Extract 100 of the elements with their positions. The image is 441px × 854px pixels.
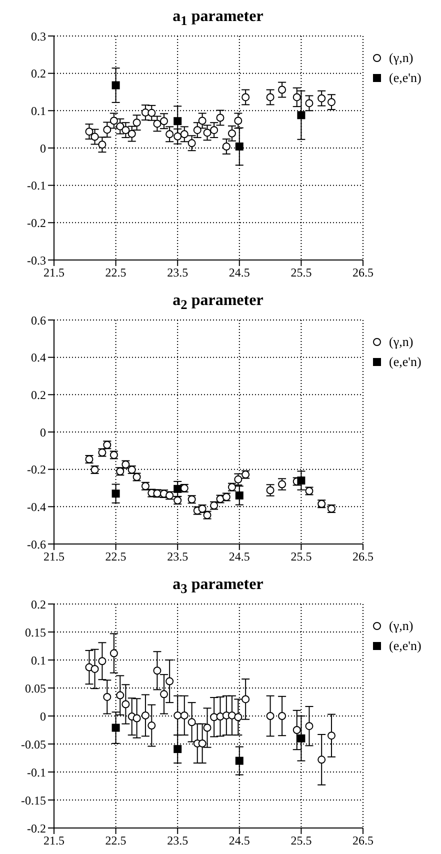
point [90, 664, 99, 673]
y-tick-label: -0.1 [27, 178, 46, 193]
point [228, 711, 236, 720]
x-tick-label: 26.5 [352, 834, 374, 848]
point [278, 712, 286, 720]
point [174, 745, 182, 754]
point [188, 139, 196, 148]
point [297, 111, 306, 120]
point [222, 142, 230, 151]
y-tick-label: 0 [40, 141, 46, 156]
point [166, 677, 174, 686]
y-tick-label: 0.1 [31, 653, 46, 668]
y-tick-label: 0.3 [31, 29, 46, 44]
point [203, 724, 212, 732]
point [148, 722, 156, 730]
point [174, 711, 182, 720]
point [110, 116, 118, 125]
point [180, 711, 188, 720]
point [327, 732, 336, 740]
point [242, 93, 250, 102]
point [305, 722, 314, 730]
point [174, 117, 182, 126]
point [103, 126, 112, 134]
point [132, 118, 141, 127]
chart-title: a$_{3}$ parameter [172, 576, 264, 598]
y-tick-label: 0.4 [31, 350, 46, 365]
x-tick-label: 21.5 [44, 266, 64, 280]
y-tick-label: -0.3 [27, 253, 46, 268]
point [116, 122, 124, 130]
point [122, 700, 130, 708]
point [132, 714, 141, 722]
point [112, 490, 120, 498]
point [153, 666, 162, 675]
y-tick-label: 0.15 [25, 625, 46, 640]
legend-label: (γ,n) [389, 334, 414, 350]
x-tick-label: 23.5 [167, 266, 188, 280]
point [210, 126, 218, 134]
chart-title: a$_{1}$ parameter [172, 8, 264, 30]
point [318, 94, 326, 102]
x-tick-label: 25.5 [290, 834, 312, 848]
y-tick-label: -0.15 [21, 793, 46, 808]
y-tick-label: -0.2 [27, 216, 46, 230]
x-tick-label: 21.5 [44, 550, 64, 564]
x-tick-label: 23.5 [167, 550, 188, 564]
x-tick-label: 26.5 [352, 266, 374, 280]
y-tick-label: 0.2 [31, 597, 46, 612]
point [297, 476, 306, 485]
point [112, 724, 120, 732]
point [122, 126, 130, 134]
point [198, 739, 206, 748]
x-tick-label: 24.5 [228, 550, 250, 564]
point [193, 126, 202, 134]
y-tick-label: 0.05 [25, 681, 46, 696]
chart-title: a$_{2}$ parameter [172, 292, 264, 314]
x-tick-label: 25.5 [290, 550, 312, 564]
x-tick-label: 25.5 [290, 266, 312, 280]
x-tick-label: 26.5 [352, 550, 374, 564]
point [292, 93, 301, 102]
point [203, 128, 212, 137]
point [174, 484, 182, 493]
point [292, 726, 301, 734]
point [180, 130, 188, 138]
point [85, 128, 94, 136]
point [234, 475, 242, 484]
point [266, 486, 274, 494]
point [216, 114, 224, 122]
point [242, 695, 250, 704]
point [234, 713, 242, 722]
point [174, 132, 182, 140]
point [188, 718, 196, 726]
point [153, 120, 162, 128]
point [160, 117, 168, 126]
legend-label: (γ,n) [389, 50, 414, 66]
point [318, 756, 326, 764]
point [327, 98, 336, 106]
point [160, 690, 168, 698]
y-tick-label: -0.1 [27, 765, 46, 780]
point [278, 480, 286, 488]
x-tick-label: 22.5 [105, 266, 126, 280]
point [128, 130, 136, 138]
point [148, 108, 156, 117]
point [234, 116, 242, 125]
point [235, 142, 244, 151]
point [141, 711, 150, 720]
x-tick-label: 23.5 [167, 834, 188, 848]
point [116, 691, 124, 700]
point [266, 712, 274, 720]
x-tick-label: 24.5 [228, 834, 250, 848]
y-tick-label: 0.6 [31, 313, 46, 328]
y-tick-label: 0.2 [31, 66, 46, 81]
y-tick-label: 0 [40, 425, 46, 440]
point [98, 657, 106, 666]
point [90, 132, 99, 141]
x-tick-label: 22.5 [105, 834, 126, 848]
y-tick-label: -0.2 [27, 462, 46, 477]
point [103, 692, 112, 701]
point [305, 99, 314, 108]
point [98, 140, 106, 149]
legend-label: (e,e'n) [389, 70, 422, 86]
point [166, 130, 174, 138]
